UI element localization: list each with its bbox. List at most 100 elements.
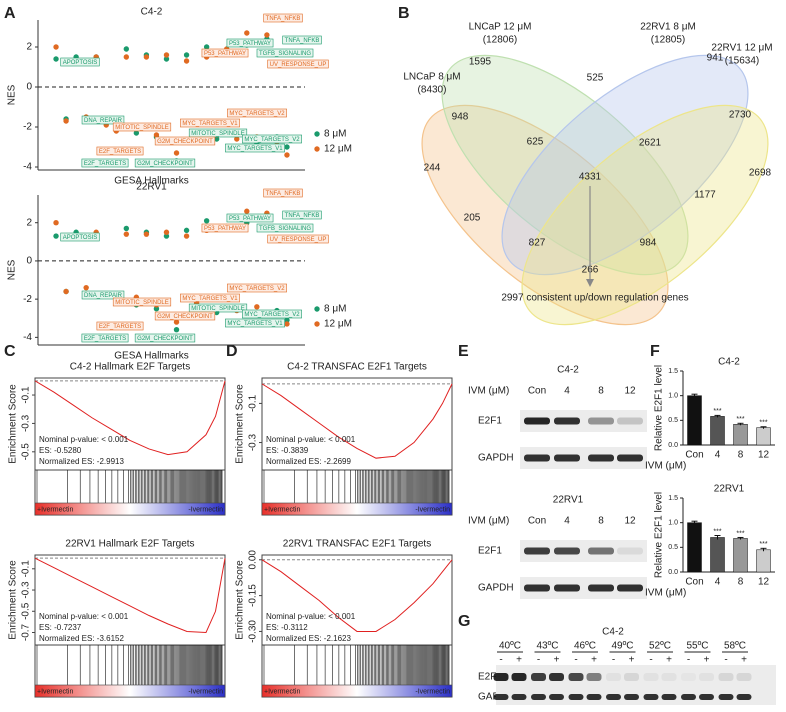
point [63,118,69,124]
y-tick-label: -0.3 [248,433,259,451]
y-tick-label: 1.5 [668,495,678,502]
point [123,46,130,52]
dose: 8 [598,386,604,397]
temperature: 58ºC [724,641,746,652]
set-name: 22RV1 8 μM [640,22,696,33]
band [511,694,527,700]
band [617,417,643,425]
hallmark-label: P53_PATHWAY [229,216,271,222]
band [606,694,621,700]
rank-left-label: +Ivermectin [264,688,300,695]
rank-left-label: +Ivermectin [264,506,300,513]
band [718,673,734,681]
cell-line: 22RV1 [553,495,584,506]
point [284,144,290,150]
significance: *** [713,408,721,415]
band [624,694,639,700]
chart-title: C4-2 [718,357,740,368]
chart-title: 22RV1 [136,182,167,193]
dose: 12 [624,386,636,397]
band [554,454,580,462]
dose: 4 [564,516,570,527]
band [661,673,677,681]
stat-text: ES: -0.3839 [266,446,309,455]
rank-gradient [261,502,453,516]
legend-label: 8 μM [324,129,346,140]
hallmark-label: P53_PATHWAY [229,41,271,47]
point [163,233,170,239]
hallmark-label: DNA_REPAIR [84,118,123,124]
band [606,673,621,681]
set-count: (12806) [483,35,517,46]
hallmark-label-box [242,134,302,144]
y-tick-label: -0.7 [21,623,32,641]
hallmark-label: E2F_TARGETS [99,324,141,330]
temperature: 55ºC [687,641,709,652]
hallmark-label: E2F_TARGETS [99,149,141,155]
stat-text: ES: -0.5280 [39,446,82,455]
band [554,547,580,555]
hallmark-label-box [112,122,172,132]
y-tick-label: 0 [26,82,32,93]
x-axis-label: IVM (μM) [645,588,686,599]
point [234,136,240,142]
legend-label: 12 μM [324,319,352,330]
band [524,454,550,462]
hallmark-label: MYC_TARGETS_V1 [182,121,238,127]
rank-left-label: +Ivermectin [37,506,73,513]
point [163,56,170,62]
legend-marker [314,131,320,137]
band [736,673,752,681]
point [254,304,260,310]
hallmark-label-box [282,210,322,220]
blot-row-label: E2F1 [478,546,502,557]
hallmark-label: TNFA_NFKB [266,191,301,197]
chart-title: 22RV1 [714,484,745,495]
point [183,233,190,239]
point [173,327,180,333]
y-tick-label: 0.00 [248,550,259,570]
bar [710,416,725,446]
y-tick-label: -4 [23,332,32,343]
y-tick-label: -0.30 [248,620,259,643]
y-tick-label: -0.1 [21,386,32,404]
treatment: - [724,655,727,666]
temperature: 43ºC [537,641,559,652]
hallmark-label-box [282,35,322,45]
legend-marker [314,321,320,327]
hallmark-label-box [81,290,125,300]
hallmark-label: UV_RESPONSE_UP [270,62,327,68]
hallmark-label-box [154,311,216,321]
y-tick-label: 0.5 [668,544,678,551]
hallmark-label: MYC_TARGETS_V2 [244,137,300,143]
cell-line: C4-2 [557,365,579,376]
hallmark-label: APOPTOSIS [63,235,98,241]
hallmark-label: P53_PATHWAY [204,226,246,232]
hallmark-label-box [201,48,249,58]
point [173,319,180,325]
treatment: + [554,655,560,666]
region-count: 827 [529,238,546,249]
point [213,136,220,142]
venn-set [501,54,749,276]
dose-label: IVM (μM) [468,386,509,397]
point [143,231,150,237]
region-count: 2621 [639,138,662,149]
point [244,30,250,36]
x-tick-label: 12 [758,577,770,588]
point [143,54,150,60]
venn-set [441,54,689,276]
temperature: 52ºC [649,641,671,652]
hallmark-label-box [256,223,314,233]
band [554,584,580,592]
hallmark-label-box [256,48,314,58]
band [643,673,659,681]
hallmark-label-box [227,283,287,293]
band [588,547,614,555]
venn-note: 2997 consistent up/down regulation genes [501,293,688,304]
stat-text: Normalized ES: -3.6152 [39,634,124,643]
hallmark-label: MYC_TARGETS_V2 [244,312,300,318]
point [53,44,59,50]
hallmark-label: MITOTIC_SPINDLE [115,300,169,306]
region-count: 4331 [579,172,602,183]
